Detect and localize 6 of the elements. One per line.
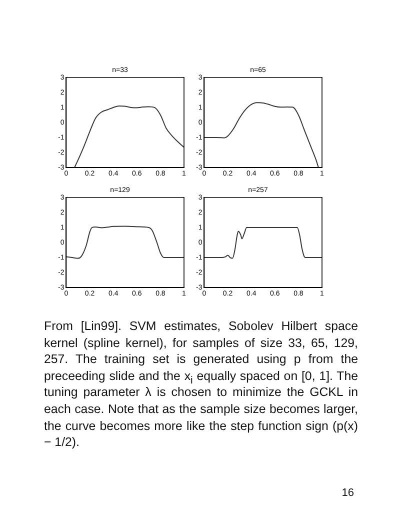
line-series xyxy=(74,105,184,168)
line-series xyxy=(204,102,319,168)
line-series xyxy=(204,226,322,259)
text: From [Lin99]. SVM estimates, Sobolev Hilbert space kernel (spline kernel), for samples of size 33, 65, 129, 257. The training set is generated using p from the preceeding slide and the x$_{i}$ equally spaced on [0, 1]. The tuning parameter λ is chosen to minimize the GCKL in each case. Note that as the sample size becomes larger, the curve becomes more like the step function sign (p(x) − 1/2). xyxy=(44,319,358,450)
line-series xyxy=(66,226,184,259)
text: 16 xyxy=(342,487,354,499)
